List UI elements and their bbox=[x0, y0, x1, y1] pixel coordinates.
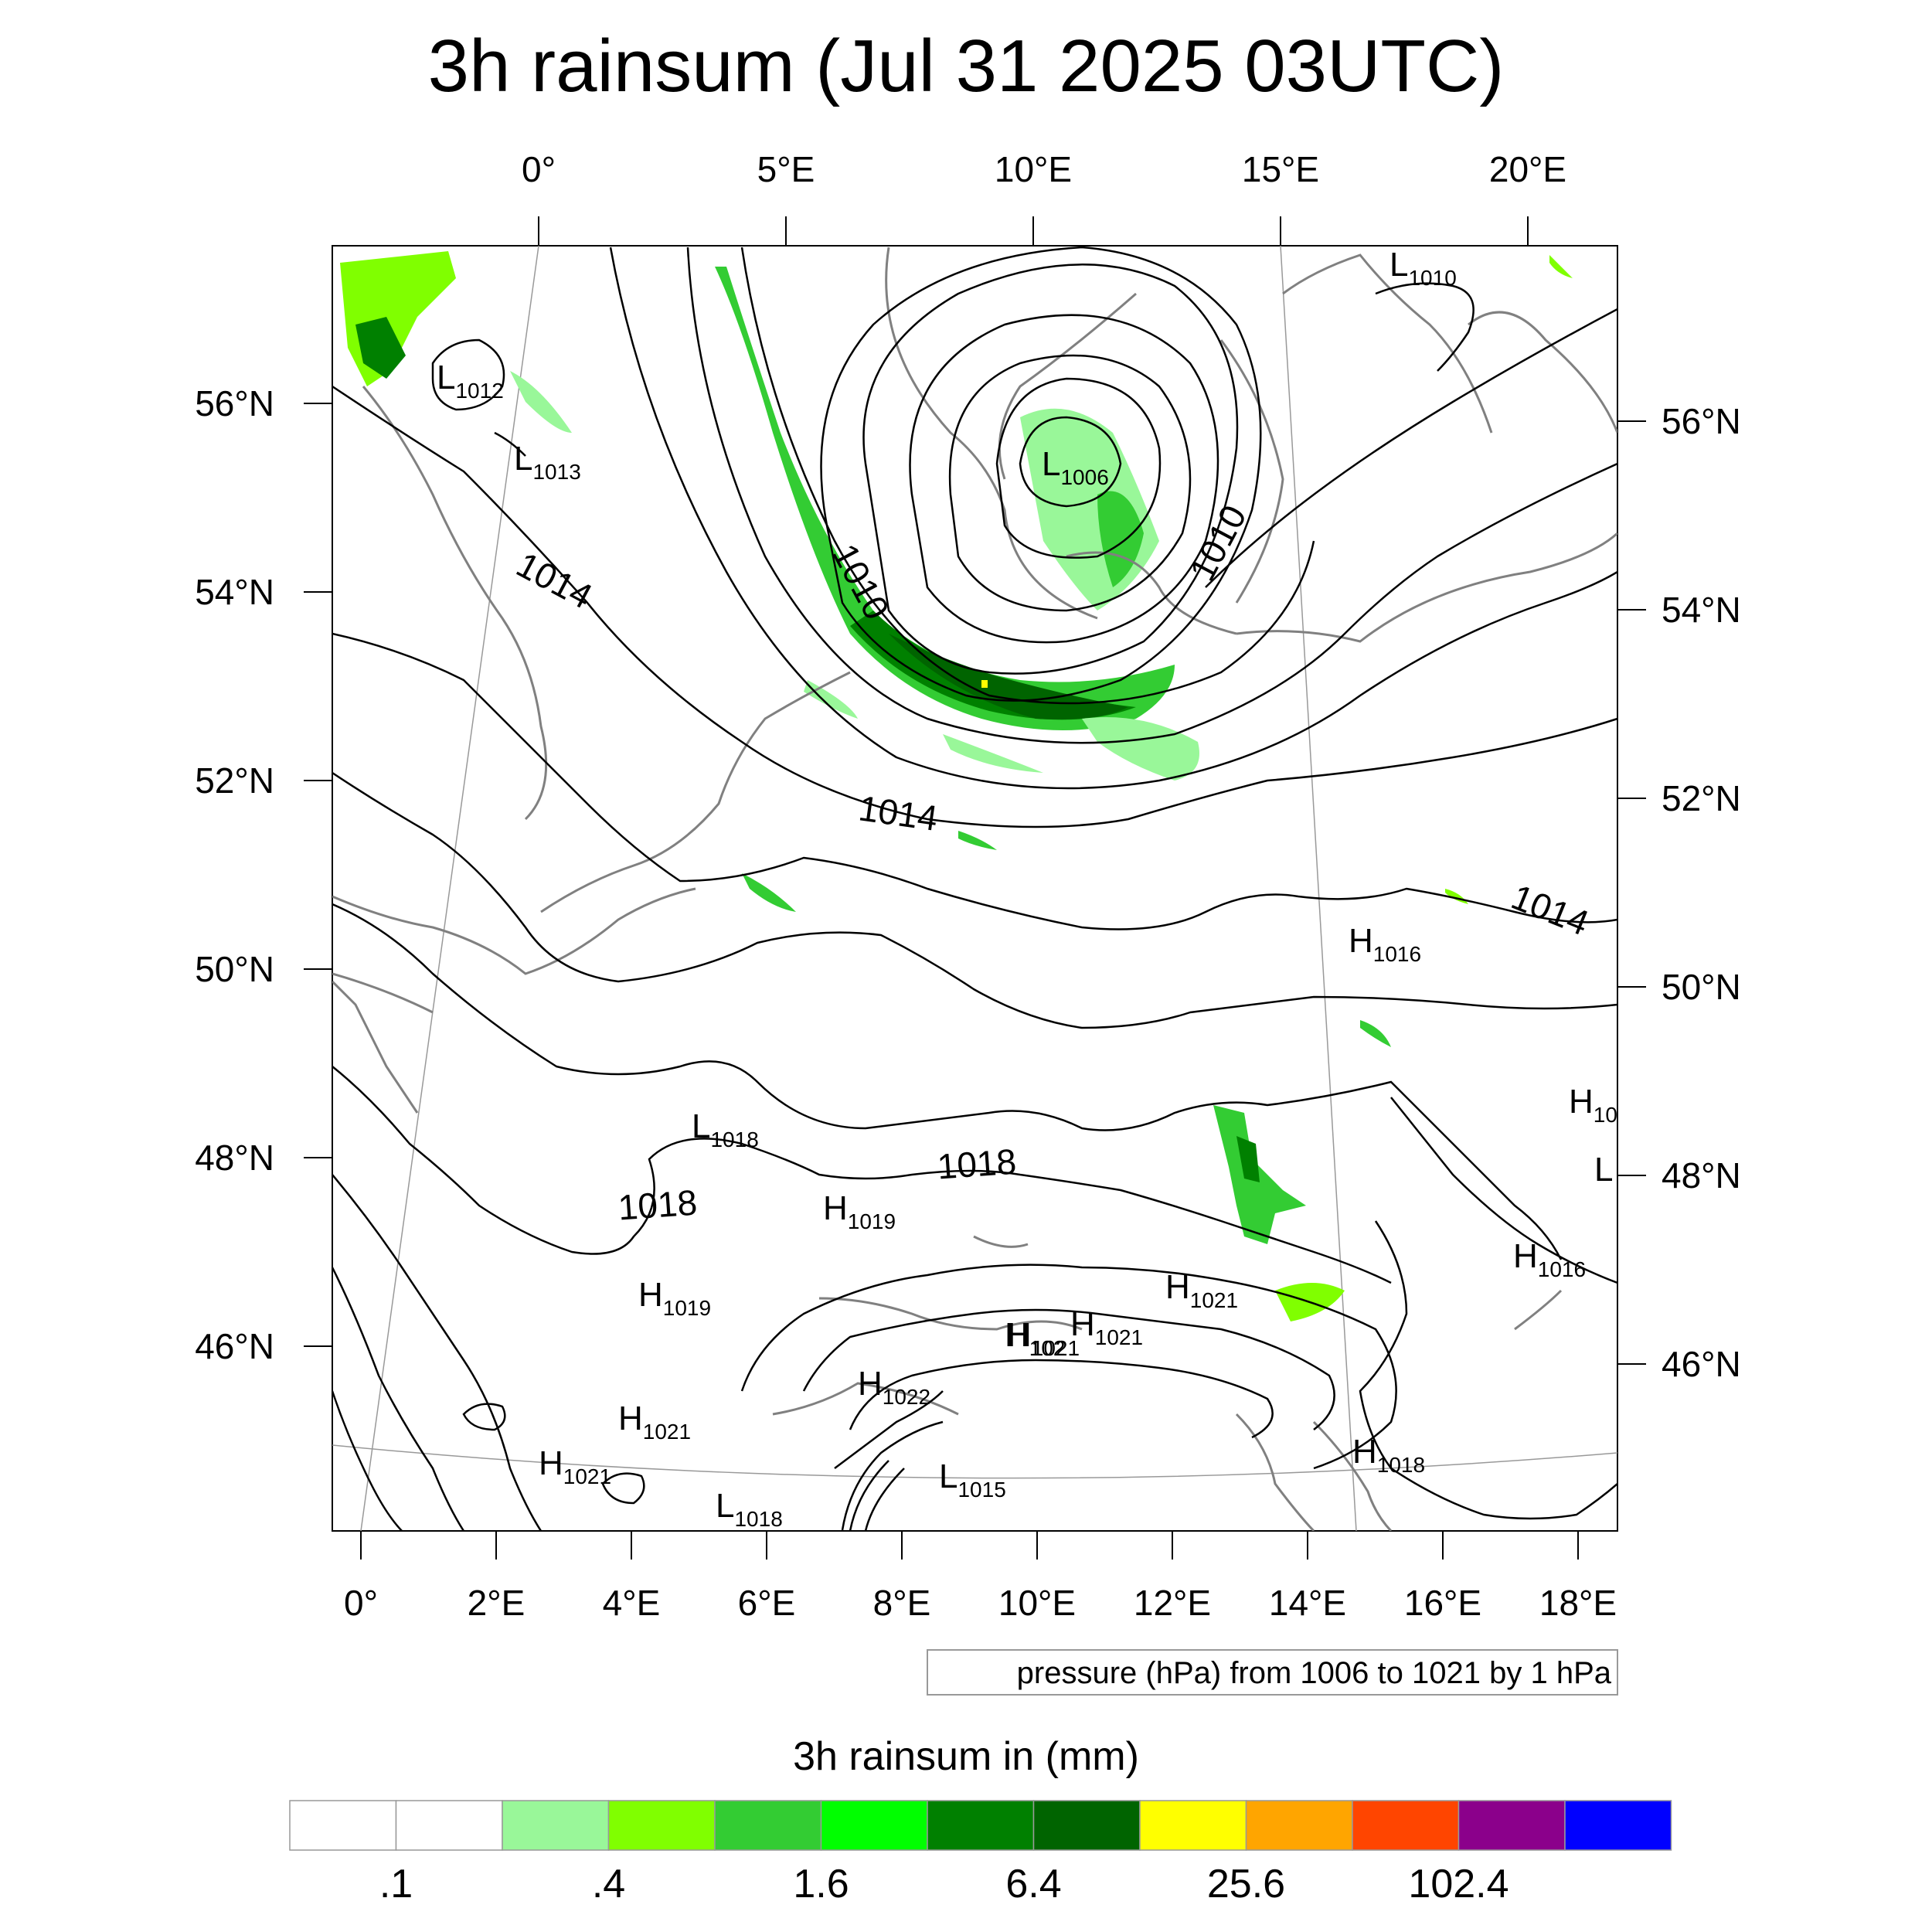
colorbar-box bbox=[395, 1800, 503, 1851]
bottom-lon-label: 0° bbox=[344, 1583, 378, 1623]
bottom-lon-label: 12°E bbox=[1134, 1583, 1211, 1623]
colorbar-box bbox=[607, 1800, 716, 1851]
left-lat-label: 56°N bbox=[195, 383, 274, 423]
bottom-lon-label: 18°E bbox=[1539, 1583, 1617, 1623]
top-lon-label: 5°E bbox=[757, 149, 815, 189]
high-pressure-label: H1018 bbox=[1352, 1433, 1425, 1477]
bottom-lon-label: 6°E bbox=[738, 1583, 796, 1623]
contour-note: pressure (hPa) from 1006 to 1021 by 1 hP… bbox=[927, 1649, 1618, 1696]
colorbar-box bbox=[1352, 1800, 1460, 1851]
colorbar-box bbox=[1245, 1800, 1353, 1851]
high-pressure-label: H1019 bbox=[823, 1189, 896, 1233]
high-pressure-label: H1016 bbox=[1349, 922, 1421, 966]
high-pressure-label: H1016 bbox=[1513, 1237, 1586, 1281]
rain-field bbox=[340, 251, 1573, 1321]
right-lat-label: 56°N bbox=[1662, 401, 1741, 441]
colorbar-box bbox=[714, 1800, 822, 1851]
graticule bbox=[332, 246, 1617, 1531]
right-lat-label: 54°N bbox=[1662, 590, 1741, 630]
colorbar-box bbox=[502, 1800, 610, 1851]
frame-ticks bbox=[304, 216, 1646, 1560]
left-lat-label: 46°N bbox=[195, 1326, 274, 1366]
isobars bbox=[332, 246, 1617, 1531]
low-pressure-label: L bbox=[1594, 1151, 1613, 1189]
top-lon-label: 15°E bbox=[1242, 149, 1319, 189]
left-lat-labels: 56°N 54°N 52°N 50°N 48°N 46°N bbox=[195, 383, 274, 1366]
colorbar-labels: .1 .4 1.6 6.4 25.6 102.4 bbox=[379, 1862, 1509, 1906]
colorbar-box bbox=[1458, 1800, 1566, 1851]
colorbar-boxes bbox=[289, 1800, 1672, 1851]
colorbar-box bbox=[1139, 1800, 1247, 1851]
colorbar-label: .4 bbox=[592, 1862, 625, 1906]
right-lat-labels: 56°N 54°N 52°N 50°N 48°N 46°N bbox=[1662, 401, 1741, 1384]
bottom-lon-label: 14°E bbox=[1269, 1583, 1346, 1623]
bottom-lon-labels: 0° 2°E 4°E 6°E 8°E 10°E 12°E 14°E 16°E 1… bbox=[344, 1583, 1617, 1623]
high-pressure-label: H1019 bbox=[638, 1276, 711, 1320]
colorbar-label: 1.6 bbox=[793, 1862, 849, 1906]
top-lon-label: 10°E bbox=[995, 149, 1072, 189]
low-pressure-label: L1018 bbox=[692, 1107, 759, 1151]
left-lat-label: 52°N bbox=[195, 760, 274, 801]
low-pressure-label: L1018 bbox=[716, 1487, 783, 1531]
high-pressure-label: H102 bbox=[1005, 1316, 1066, 1360]
isobar-label: 1018 bbox=[617, 1182, 699, 1228]
bottom-lon-label: 16°E bbox=[1404, 1583, 1481, 1623]
high-pressure-label: H1022 bbox=[858, 1365, 930, 1409]
high-pressure-label: H1021 bbox=[1165, 1268, 1238, 1312]
high-pressure-label: H1021 bbox=[1007, 1316, 1080, 1360]
bottom-lon-label: 10°E bbox=[998, 1583, 1076, 1623]
bottom-lon-label: 8°E bbox=[873, 1583, 931, 1623]
right-lat-label: 48°N bbox=[1662, 1155, 1741, 1196]
colorbar-box bbox=[927, 1800, 1035, 1851]
top-lon-label: 0° bbox=[522, 149, 556, 189]
low-pressure-label: L1012 bbox=[437, 359, 504, 403]
colorbar-label: 25.6 bbox=[1207, 1862, 1285, 1906]
left-lat-label: 48°N bbox=[195, 1138, 274, 1178]
map-area bbox=[304, 216, 1646, 1560]
contour-note-text: pressure (hPa) from 1006 to 1021 by 1 hP… bbox=[1017, 1656, 1612, 1690]
left-lat-label: 50°N bbox=[195, 949, 274, 989]
colorbar-title: 3h rainsum in (mm) bbox=[793, 1734, 1139, 1779]
low-pressure-label: L1015 bbox=[939, 1458, 1006, 1502]
colorbar-label: 102.4 bbox=[1408, 1862, 1509, 1906]
high-pressure-label: H10 bbox=[1569, 1083, 1617, 1127]
top-lon-label: 20°E bbox=[1489, 149, 1566, 189]
right-lat-label: 52°N bbox=[1662, 778, 1741, 818]
colorbar: 3h rainsum in (mm) .1 .4 1.6 6.4 25.6 102.4 bbox=[289, 1734, 1672, 1906]
high-pressure-label: H1021 bbox=[539, 1444, 611, 1488]
colorbar-box bbox=[1032, 1800, 1141, 1851]
colorbar-box bbox=[1564, 1800, 1672, 1851]
colorbar-label: 6.4 bbox=[1005, 1862, 1061, 1906]
colorbar-label: .1 bbox=[379, 1862, 413, 1906]
high-pressure-label: H1021 bbox=[1070, 1305, 1143, 1349]
low-pressure-label: L1006 bbox=[1042, 445, 1109, 489]
isobar-label: 1018 bbox=[936, 1141, 1018, 1187]
low-pressure-label: L1013 bbox=[514, 440, 581, 484]
map-title: 3h rainsum (Jul 31 2025 03UTC) bbox=[428, 25, 1505, 107]
coastlines bbox=[332, 247, 1617, 1531]
high-pressure-label: H1021 bbox=[618, 1400, 691, 1444]
bottom-lon-label: 4°E bbox=[603, 1583, 661, 1623]
right-lat-label: 46°N bbox=[1662, 1344, 1741, 1384]
bottom-lon-label: 2°E bbox=[468, 1583, 526, 1623]
right-lat-label: 50°N bbox=[1662, 967, 1741, 1007]
left-lat-label: 54°N bbox=[195, 572, 274, 612]
low-pressure-label: L1010 bbox=[1389, 246, 1457, 290]
top-lon-labels: 0° 5°E 10°E 15°E 20°E bbox=[522, 149, 1566, 189]
colorbar-box bbox=[820, 1800, 928, 1851]
colorbar-box bbox=[289, 1800, 397, 1851]
